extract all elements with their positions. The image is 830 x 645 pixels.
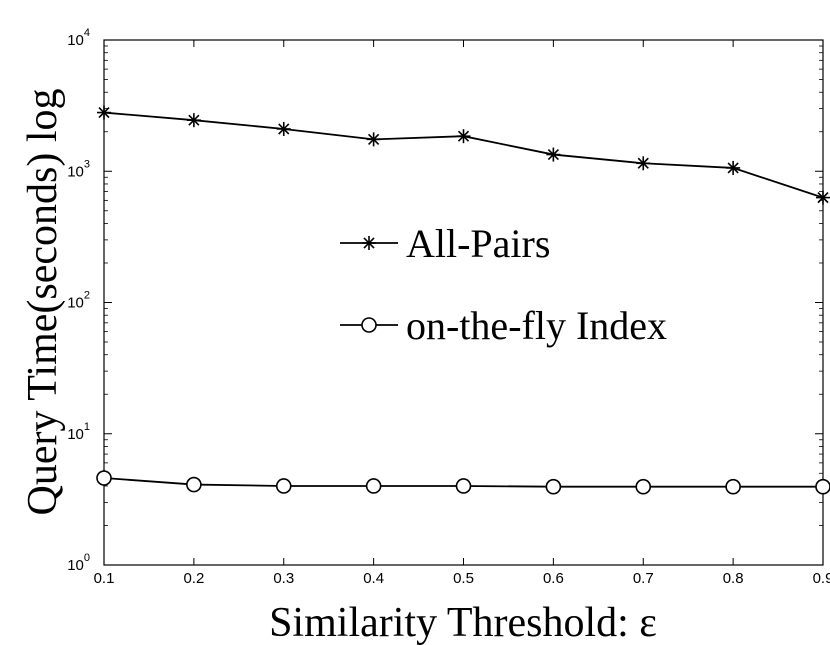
y-axis-label: Query Time(seconds) log — [20, 89, 66, 516]
x-tick-label: 0.9 — [813, 570, 830, 587]
legend: All-Pairs on-the-fly Index — [340, 221, 667, 348]
x-tick-label: 0.4 — [363, 570, 384, 587]
data-point-on-the-fly-index — [365, 478, 382, 494]
series-lines — [103, 111, 824, 488]
data-point-on-the-fly-index — [275, 478, 292, 494]
data-point-all-pairs — [726, 160, 741, 175]
data-point-all-pairs — [456, 129, 471, 144]
x-tick-label: 0.6 — [543, 570, 564, 587]
axis-ticks: 0.1 0.2 0.3 0.4 0.5 0.6 0.7 0.8 0.9 100 101 102 103 1… — [67, 27, 830, 587]
data-point-on-the-fly-index — [725, 478, 741, 495]
data-point-all-pairs — [636, 156, 651, 171]
x-tick-label: 0.8 — [723, 570, 744, 587]
data-point-all-pairs — [97, 105, 111, 120]
y-tick-label: 103 — [67, 158, 90, 180]
data-point-on-the-fly-index — [455, 478, 472, 494]
data-point-all-pairs — [186, 113, 201, 128]
data-point-on-the-fly-index — [545, 478, 562, 495]
x-tick-label: 0.3 — [273, 570, 294, 587]
data-point-all-pairs — [546, 147, 561, 162]
x-tick-label: 0.1 — [94, 570, 115, 587]
data-point-on-the-fly-index — [635, 478, 652, 495]
data-point-on-the-fly-index — [96, 470, 112, 486]
legend-marker — [361, 317, 377, 333]
y-tick-label: 100 — [67, 552, 90, 574]
x-tick-label: 0.2 — [183, 570, 204, 587]
legend-item: All-Pairs — [340, 221, 550, 266]
legend-item: on-the-fly Index — [340, 303, 667, 348]
y-tick-label: 104 — [67, 27, 90, 49]
series-line-all-pairs — [103, 111, 824, 199]
y-tick-label: 101 — [67, 421, 90, 443]
legend-label: All-Pairs — [406, 221, 550, 266]
data-point-on-the-fly-index — [815, 478, 830, 495]
legend-marker — [362, 236, 376, 250]
legend-label: on-the-fly Index — [406, 303, 667, 348]
x-axis-label: Similarity Threshold: ε — [269, 600, 657, 645]
x-tick-label: 0.5 — [453, 570, 474, 587]
x-tick-label: 0.7 — [633, 570, 654, 587]
data-point-on-the-fly-index — [186, 476, 202, 493]
y-tick-label: 102 — [67, 290, 90, 312]
series-markers — [96, 105, 830, 495]
data-point-all-pairs — [816, 190, 830, 205]
data-point-all-pairs — [366, 132, 381, 147]
data-point-all-pairs — [276, 121, 291, 136]
